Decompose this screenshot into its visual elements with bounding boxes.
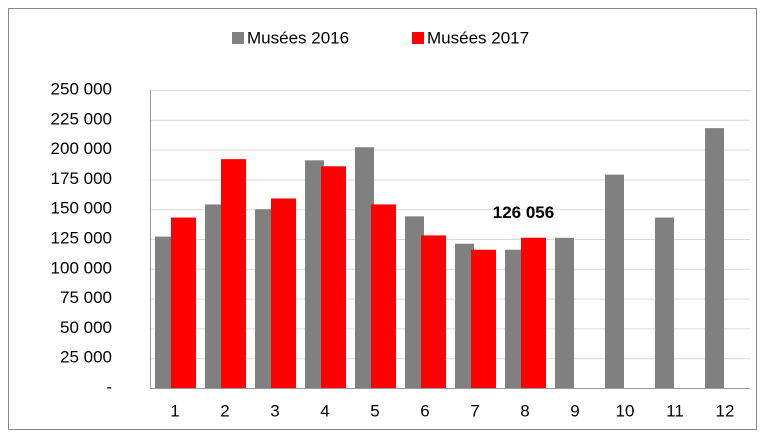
y-tick-label: 175 000 [51, 169, 112, 188]
bar [605, 174, 624, 388]
legend-swatch [412, 32, 424, 44]
y-tick-label: 150 000 [51, 199, 112, 218]
x-tick-label: 1 [170, 401, 179, 420]
bar [171, 217, 196, 388]
legend-swatch [232, 32, 244, 44]
y-tick-label: 100 000 [51, 258, 112, 277]
bar [471, 249, 496, 388]
y-tick-label: - [106, 377, 112, 396]
bar [705, 128, 724, 389]
x-tick-label: 2 [220, 401, 229, 420]
bar [255, 209, 274, 388]
y-tick-label: 75 000 [60, 288, 112, 307]
x-tick-label: 8 [520, 401, 529, 420]
bar [421, 235, 446, 388]
y-tick-label: 225 000 [51, 109, 112, 128]
y-tick-label: 250 000 [51, 79, 112, 98]
bar [505, 249, 524, 388]
bar [205, 204, 224, 388]
legend-label: Musées 2016 [247, 28, 349, 47]
x-tick-label: 7 [470, 401, 479, 420]
y-tick-label: 50 000 [60, 318, 112, 337]
x-tick-label: 10 [616, 401, 635, 420]
x-tick-label: 3 [270, 401, 279, 420]
bar [221, 159, 246, 388]
bar [305, 160, 324, 388]
bar [155, 236, 174, 388]
bar [455, 243, 474, 388]
x-tick-label: 9 [570, 401, 579, 420]
bar [405, 216, 424, 388]
bar [655, 217, 674, 388]
bar [521, 237, 546, 388]
data-label: 126 056 [493, 203, 554, 222]
x-tick-label: 6 [420, 401, 429, 420]
y-tick-label: 125 000 [51, 228, 112, 247]
bar [271, 198, 296, 388]
bar [555, 237, 574, 388]
bar [355, 147, 374, 388]
x-tick-label: 11 [666, 401, 684, 420]
bar [321, 166, 346, 388]
x-tick-label: 12 [716, 401, 735, 420]
y-tick-label: 25 000 [60, 348, 112, 367]
y-tick-label: 200 000 [51, 139, 112, 158]
legend-label: Musées 2017 [427, 28, 529, 47]
x-tick-label: 4 [320, 401, 329, 420]
x-tick-label: 5 [370, 401, 379, 420]
bar [371, 204, 396, 388]
